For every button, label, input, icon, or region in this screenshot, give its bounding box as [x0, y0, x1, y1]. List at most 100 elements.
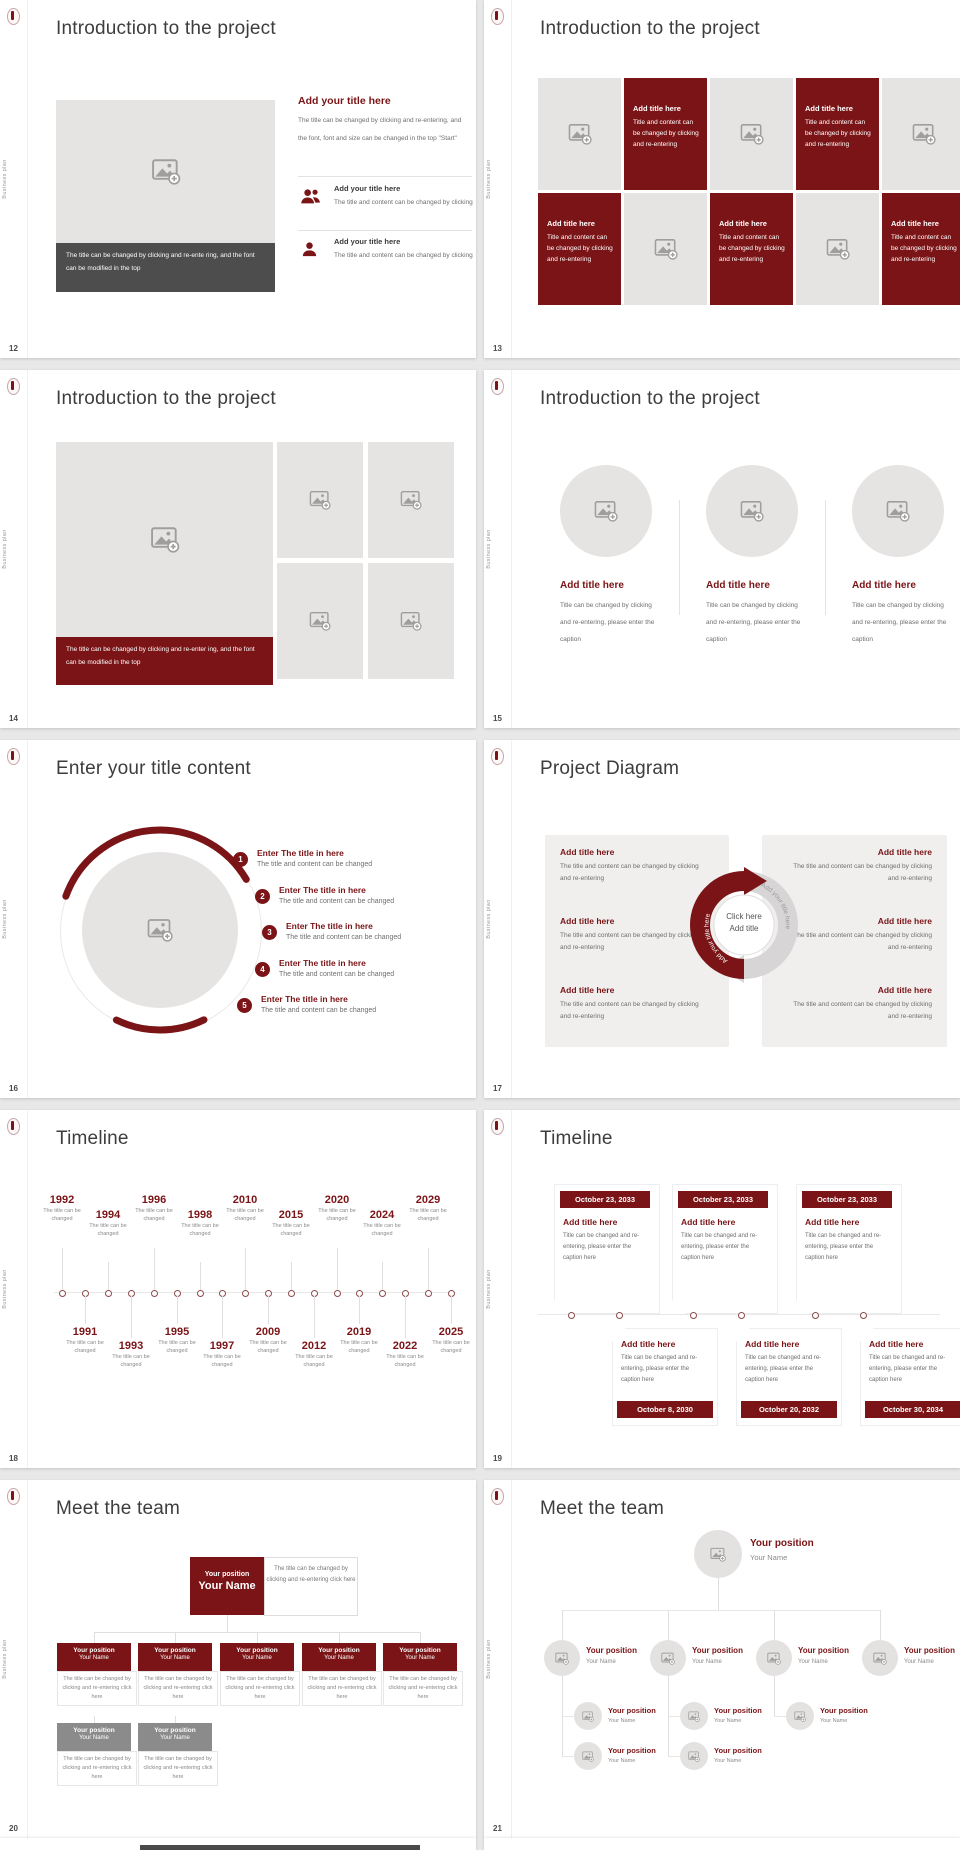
slide-title: Enter your title content: [56, 758, 251, 779]
timeline-card[interactable]: October 23, 2033 Add title here Title ca…: [796, 1184, 902, 1314]
timeline-card[interactable]: Add title here Title can be changed and …: [860, 1328, 960, 1426]
image-placeholder[interactable]: [368, 442, 454, 558]
center-label-line2[interactable]: Add title: [729, 924, 759, 933]
date-badge: October 8, 2030: [617, 1401, 713, 1418]
org-box-gray[interactable]: Your position Your Name: [138, 1723, 212, 1751]
slide-thumbnail-18[interactable]: Business plan Timeline 1992 The title can…: [0, 1110, 476, 1468]
timeline-card[interactable]: October 23, 2033 Add title here Title ca…: [672, 1184, 778, 1314]
timeline-event: 1994 The title can be changed: [89, 1209, 127, 1238]
slide-thumbnail-16[interactable]: Business plan Enter your title content 1…: [0, 740, 476, 1098]
brand-logo-icon: [7, 8, 20, 25]
slide-thumbnail-14[interactable]: Business plan Introduction to the projec…: [0, 370, 476, 728]
avatar[interactable]: [694, 1530, 742, 1578]
timeline-card[interactable]: Add title here Title can be changed and …: [612, 1328, 718, 1426]
position-label: Your position: [714, 1746, 762, 1755]
image-placeholder-icon: [582, 1711, 594, 1722]
image-placeholder[interactable]: [796, 193, 879, 305]
image-placeholder[interactable]: [82, 852, 238, 1008]
avatar[interactable]: [786, 1702, 814, 1730]
image-placeholder-icon: [886, 500, 910, 522]
slide-thumbnail-12[interactable]: Business plan Introduction to the projec…: [0, 0, 476, 358]
org-note: The title can be changed by clicking and…: [383, 1671, 463, 1706]
image-placeholder[interactable]: [560, 465, 652, 557]
card-title: Add title here: [563, 1217, 618, 1227]
timeline-event: 2015 The title can be changed: [272, 1209, 310, 1238]
org-box[interactable]: Your position Your Name: [138, 1643, 212, 1671]
avatar[interactable]: [544, 1640, 580, 1676]
timeline-dot: [288, 1290, 295, 1297]
connector-line: [774, 1716, 786, 1717]
image-placeholder[interactable]: [710, 78, 793, 190]
org-box[interactable]: Your position Your Name: [383, 1643, 457, 1671]
image-placeholder-icon: [400, 611, 422, 631]
slide-thumbnail-21[interactable]: Business plan Meet the team Your positio…: [484, 1480, 960, 1838]
divider: [679, 500, 680, 615]
item-title: Add your title here: [334, 184, 401, 193]
image-placeholder[interactable]: [277, 563, 363, 679]
text-cell[interactable]: Add title here Title and content can be …: [882, 193, 960, 305]
slide-thumbnail-15[interactable]: Business plan Introduction to the projec…: [484, 370, 960, 728]
avatar[interactable]: [650, 1640, 686, 1676]
image-placeholder[interactable]: [277, 442, 363, 558]
connector-line: [339, 1632, 340, 1643]
name-label: Your Name: [714, 1758, 742, 1764]
org-root-box[interactable]: Your position Your Name: [190, 1557, 264, 1615]
connector-line: [177, 1296, 178, 1324]
avatar[interactable]: [574, 1742, 602, 1770]
slide-title: Meet the team: [540, 1498, 665, 1519]
text-cell[interactable]: Add title here Title and content can be …: [538, 193, 621, 305]
avatar[interactable]: [680, 1742, 708, 1770]
divider: [825, 500, 826, 615]
timeline-event: 2020 The title can be changed: [318, 1194, 356, 1223]
sidebar-vertical-label: Business plan: [486, 529, 492, 569]
divider: [511, 1110, 512, 1468]
text-cell[interactable]: Add title here Title and content can be …: [710, 193, 793, 305]
divider: [511, 740, 512, 1098]
slide-title: Introduction to the project: [56, 18, 276, 39]
connector-line: [85, 1296, 86, 1324]
text-cell[interactable]: Add title here Title and content can be …: [624, 78, 707, 190]
image-placeholder[interactable]: [368, 563, 454, 679]
position-label: Your position: [586, 1646, 637, 1655]
image-placeholder[interactable]: [56, 100, 275, 243]
image-placeholder[interactable]: [852, 465, 944, 557]
step-title: Enter The title in here: [279, 885, 366, 895]
slide-title: Project Diagram: [540, 758, 680, 779]
avatar[interactable]: [680, 1702, 708, 1730]
avatar[interactable]: [756, 1640, 792, 1676]
center-label-line1[interactable]: Click here: [726, 912, 762, 921]
org-box[interactable]: Your position Your Name: [220, 1643, 294, 1671]
divider: [511, 0, 512, 358]
slide-thumbnail-17[interactable]: Business plan Project Diagram Add title …: [484, 740, 960, 1098]
image-placeholder[interactable]: [538, 78, 621, 190]
image-placeholder[interactable]: [706, 465, 798, 557]
text-cell[interactable]: Add title here Title and content can be …: [796, 78, 879, 190]
org-box[interactable]: Your position Your Name: [57, 1643, 131, 1671]
image-placeholder-icon: [912, 123, 936, 145]
card-title: Add title here: [805, 1217, 860, 1227]
image-placeholder[interactable]: [56, 442, 273, 637]
step-title: Enter The title in here: [257, 848, 344, 858]
position-label: Your position: [608, 1706, 656, 1715]
timeline-card[interactable]: October 23, 2033 Add title here Title ca…: [554, 1184, 660, 1314]
slide-thumbnail-19[interactable]: Business plan Timeline October 23, 2033 …: [484, 1110, 960, 1468]
org-box[interactable]: Your position Your Name: [302, 1643, 376, 1671]
slide-thumbnail-20[interactable]: Business plan Meet the team Your positio…: [0, 1480, 476, 1838]
image-placeholder[interactable]: [624, 193, 707, 305]
org-box-gray[interactable]: Your position Your Name: [57, 1723, 131, 1751]
card-title: Add title here: [621, 1339, 676, 1349]
timeline-dot: [151, 1290, 158, 1297]
connector-line: [94, 1716, 95, 1723]
card-title: Add title here: [745, 1339, 800, 1349]
image-placeholder-icon: [661, 1652, 675, 1665]
timeline-card[interactable]: Add title here Title can be changed and …: [736, 1328, 842, 1426]
avatar[interactable]: [574, 1702, 602, 1730]
image-placeholder[interactable]: [882, 78, 960, 190]
connector-line: [227, 1615, 228, 1632]
avatar[interactable]: [862, 1640, 898, 1676]
slide-number: 15: [493, 714, 502, 723]
name-label: Your Name: [820, 1718, 848, 1724]
image-placeholder-icon: [710, 1547, 726, 1562]
connector-line: [245, 1248, 246, 1292]
slide-thumbnail-13[interactable]: Business plan Introduction to the projec…: [484, 0, 960, 358]
